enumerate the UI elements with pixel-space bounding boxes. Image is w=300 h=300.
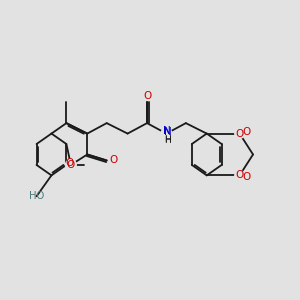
Text: HO: HO: [29, 191, 44, 201]
Text: O: O: [65, 158, 74, 168]
Circle shape: [161, 128, 172, 139]
Circle shape: [65, 160, 76, 170]
Text: O: O: [236, 129, 244, 139]
Text: N: N: [163, 127, 170, 136]
Text: O: O: [109, 155, 117, 166]
Text: O: O: [242, 172, 250, 182]
Text: O: O: [143, 91, 151, 101]
Circle shape: [235, 171, 244, 180]
Circle shape: [235, 129, 244, 138]
Text: O: O: [67, 160, 75, 170]
Text: O: O: [236, 170, 244, 180]
Text: N: N: [164, 127, 172, 137]
Text: H: H: [164, 136, 171, 145]
Text: O: O: [242, 127, 250, 137]
Text: H: H: [164, 135, 170, 144]
